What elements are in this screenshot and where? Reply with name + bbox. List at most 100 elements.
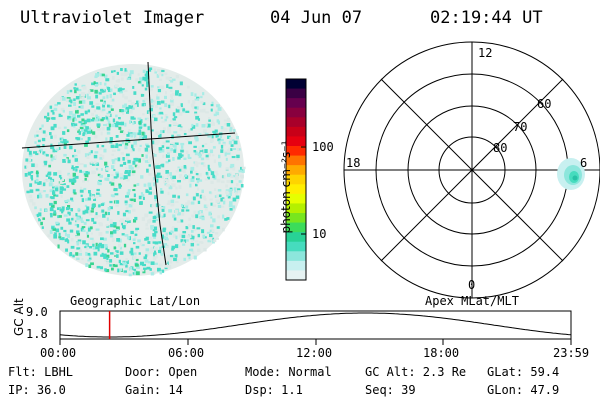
image-pixel [168, 159, 171, 162]
image-pixel [192, 238, 195, 241]
image-pixel [130, 252, 134, 256]
image-pixel [82, 124, 87, 128]
image-pixel [154, 241, 159, 245]
image-pixel [141, 94, 145, 97]
image-pixel [77, 129, 80, 133]
image-pixel [150, 261, 155, 265]
image-pixel [89, 210, 92, 214]
date-label: 04 Jun 07 [270, 8, 363, 28]
image-pixel [61, 178, 65, 181]
image-pixel [84, 110, 88, 115]
image-pixel [229, 192, 232, 197]
image-pixel [236, 148, 240, 151]
image-pixel [202, 108, 206, 113]
image-pixel [137, 239, 141, 243]
image-pixel [146, 118, 149, 121]
image-pixel [109, 137, 113, 141]
image-pixel [170, 147, 174, 152]
image-pixel [52, 185, 55, 189]
colorbar-segment [286, 270, 306, 281]
image-pixel [167, 200, 171, 204]
image-pixel [240, 166, 243, 171]
image-pixel [76, 224, 80, 228]
image-pixel [127, 210, 131, 214]
image-pixel [52, 189, 55, 194]
image-pixel [93, 109, 97, 113]
image-pixel [180, 103, 183, 108]
image-pixel [63, 153, 67, 157]
image-pixel [130, 230, 134, 235]
image-pixel [151, 120, 155, 123]
image-pixel [119, 263, 124, 266]
image-pixel [71, 199, 74, 202]
image-pixel [126, 191, 131, 196]
image-pixel [93, 221, 97, 225]
image-pixel [115, 79, 119, 83]
image-pixel [101, 145, 105, 148]
image-pixel [36, 151, 40, 155]
image-pixel [210, 202, 213, 206]
image-pixel [81, 198, 85, 203]
image-pixel [85, 132, 88, 135]
image-pixel [131, 170, 136, 174]
image-pixel [104, 211, 108, 216]
image-pixel [178, 212, 181, 215]
image-pixel [122, 225, 126, 229]
image-pixel [98, 92, 102, 95]
image-pixel [106, 256, 109, 261]
image-pixel [196, 162, 201, 165]
image-pixel [76, 232, 81, 236]
image-pixel [237, 188, 241, 191]
image-pixel [80, 92, 85, 96]
image-pixel [98, 179, 102, 183]
image-pixel [99, 157, 103, 160]
image-pixel [166, 258, 170, 262]
image-pixel [95, 94, 99, 99]
image-pixel [96, 265, 101, 269]
image-pixel [144, 147, 149, 152]
image-pixel [107, 88, 111, 93]
image-pixel [146, 83, 149, 88]
image-pixel [71, 122, 75, 126]
image-pixel [136, 165, 140, 169]
image-pixel [150, 248, 155, 252]
image-pixel [173, 217, 177, 221]
image-pixel [145, 154, 148, 159]
image-pixel [155, 94, 159, 97]
image-pixel [129, 269, 133, 272]
image-pixel [87, 96, 91, 100]
image-pixel [148, 69, 152, 72]
image-pixel [94, 82, 99, 86]
image-pixel [88, 151, 91, 156]
image-pixel [80, 113, 84, 116]
image-pixel [105, 78, 110, 82]
image-pixel [74, 149, 77, 152]
image-pixel [58, 142, 61, 146]
image-pixel [238, 169, 243, 173]
image-pixel [144, 73, 149, 77]
image-pixel [166, 149, 170, 153]
image-pixel [124, 103, 127, 107]
image-pixel [115, 143, 119, 147]
image-pixel [128, 129, 131, 133]
mode-info: Mode: Normal [245, 365, 332, 379]
image-pixel [124, 200, 128, 204]
image-pixel [62, 109, 65, 113]
image-pixel [177, 156, 181, 160]
image-pixel [42, 182, 46, 187]
image-pixel [156, 100, 161, 105]
image-pixel [109, 259, 113, 263]
image-pixel [172, 121, 177, 126]
image-pixel [215, 237, 220, 240]
image-pixel [228, 147, 231, 151]
image-pixel [115, 228, 119, 231]
image-pixel [118, 219, 123, 223]
image-pixel [164, 178, 167, 182]
image-pixel [210, 216, 213, 219]
image-pixel [52, 148, 55, 153]
image-pixel [153, 99, 157, 104]
image-pixel [67, 159, 71, 164]
image-pixel [78, 100, 83, 104]
image-pixel [220, 149, 224, 153]
image-pixel [236, 154, 240, 159]
